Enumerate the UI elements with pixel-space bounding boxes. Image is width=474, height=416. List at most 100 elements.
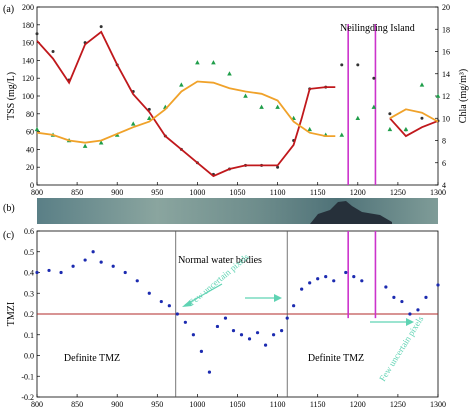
- arrow-head: [274, 294, 282, 302]
- y-tick-label: 60: [26, 128, 34, 137]
- chla-point: [243, 93, 248, 98]
- x-tick-label: 1300: [430, 188, 446, 197]
- chla-trend-line: [36, 80, 336, 144]
- x-tick-label: 1100: [270, 188, 286, 197]
- y-tick-label: 0.5: [24, 248, 34, 257]
- y-tick-label: 0.6: [24, 227, 34, 236]
- tmzi-point: [263, 343, 268, 347]
- tmzi-point: [292, 304, 296, 308]
- chla-point: [259, 104, 264, 109]
- y-tick-label: 20: [26, 163, 34, 172]
- tmzi-point: [424, 295, 428, 299]
- tmzi-point: [207, 370, 212, 374]
- x-tick-label: 1300: [430, 400, 446, 409]
- chla-point: [195, 60, 200, 65]
- tmzi-point: [191, 333, 195, 337]
- y-tick-label: 120: [22, 74, 34, 83]
- region-label-center: Normal water bodies: [178, 255, 262, 266]
- tmzi-point: [239, 333, 244, 337]
- y-tick-label: 0: [30, 181, 34, 190]
- tmzi-point: [255, 331, 260, 335]
- tmzi-point: [408, 312, 412, 316]
- tmzi-point: [83, 258, 87, 262]
- x-tick-label: 1000: [189, 188, 205, 197]
- y-tick-label: 80: [26, 110, 34, 119]
- panel-a-right-y-ticks: 4 6 8 10 12 14 16 18 20: [435, 3, 450, 190]
- panel-a-left-y-label: TSS (mg/L): [6, 72, 17, 120]
- x-tick-label: 950: [151, 400, 163, 409]
- chla-point: [275, 104, 280, 109]
- y-tick-label: 140: [22, 56, 34, 65]
- tmzi-point: [223, 316, 228, 320]
- tmzi-point: [159, 299, 163, 304]
- chla-point: [146, 115, 152, 121]
- y-tick-label: 0.3: [24, 289, 34, 298]
- panel-a-label: (a): [3, 4, 14, 15]
- x-tick-label: 900: [111, 188, 123, 197]
- tmzi-point: [316, 277, 320, 281]
- tmzi-point: [271, 333, 276, 337]
- island-shape: [310, 201, 392, 224]
- chla-point: [339, 132, 345, 137]
- panel-c-marks: [35, 250, 440, 374]
- tmzi-point: [324, 275, 328, 279]
- y-tick-label: -0.2: [21, 393, 34, 402]
- y-right-tick-label: 8: [442, 137, 446, 146]
- x-tick-label: 1150: [310, 400, 326, 409]
- x-tick-label: 1150: [310, 188, 326, 197]
- tmzi-point: [199, 349, 204, 353]
- y-right-tick-label: 4: [442, 181, 446, 190]
- tmzi-point: [123, 270, 127, 275]
- y-right-tick-label: 12: [442, 92, 450, 101]
- chla-point: [403, 126, 409, 132]
- tmzi-point: [111, 264, 115, 268]
- y-tick-label: 0.2: [24, 310, 34, 319]
- x-tick-label: 850: [71, 400, 83, 409]
- region-label-right: Definite TMZ: [308, 353, 364, 364]
- panel-a-x-ticks: 800 850 900 950 1000 1050 1100 1150 1200 1250 1300: [31, 182, 446, 197]
- y-tick-label: 0.4: [24, 269, 34, 278]
- tmzi-point: [392, 295, 396, 299]
- tss-point: [356, 63, 360, 67]
- x-tick-label: 1250: [390, 188, 406, 197]
- island-lines-a: [347, 24, 377, 185]
- panel-c-y-ticks: -0.2 -0.1 0.0 0.1 0.2 0.3 0.4 0.5 0.6: [21, 227, 40, 402]
- tmzi-point: [360, 279, 364, 283]
- y-right-tick-label: 6: [442, 159, 446, 168]
- y-right-tick-label: 16: [442, 48, 450, 57]
- tmzi-point: [175, 312, 179, 316]
- panel-a-right-y-label: Chla (mg/m³): [458, 69, 469, 123]
- tmzi-point: [308, 281, 312, 285]
- arrow-head: [182, 300, 192, 307]
- tss-point: [35, 32, 39, 36]
- chla-point: [387, 126, 393, 132]
- chla-point: [130, 121, 136, 126]
- tmzi-point: [352, 275, 356, 279]
- tmzi-point: [400, 299, 404, 304]
- panel-b-label: (b): [3, 203, 15, 214]
- chla-point: [211, 60, 216, 65]
- region-label-left: Definite TMZ: [64, 353, 120, 364]
- tss-trend-line: [389, 117, 439, 138]
- uncertain-annotation-right: Few uncertain pixels: [370, 314, 426, 383]
- tmzi-point: [436, 283, 440, 287]
- arrow-line: [184, 283, 223, 306]
- tss-point: [340, 63, 344, 67]
- panel-a: (a) 0 20 40 60 80 100 120 140 160 180 200 4 6 8 10 12 1…: [3, 3, 469, 197]
- chla-point: [371, 104, 377, 109]
- tmzi-point: [47, 268, 51, 273]
- tmzi-point: [384, 285, 388, 289]
- x-tick-label: 900: [111, 400, 123, 409]
- island-annotation: Neilingding Island: [340, 23, 415, 34]
- x-tick-label: 1200: [350, 188, 366, 197]
- panel-a-marks: [34, 25, 441, 178]
- x-tick-label: 1050: [230, 188, 246, 197]
- x-tick-label: 1250: [390, 400, 406, 409]
- tmzi-point: [91, 250, 95, 254]
- y-tick-label: 40: [26, 145, 34, 154]
- x-tick-label: 850: [71, 188, 83, 197]
- panel-b: (b): [3, 198, 438, 224]
- x-tick-label: 1200: [350, 400, 366, 409]
- tmzi-point: [231, 329, 236, 333]
